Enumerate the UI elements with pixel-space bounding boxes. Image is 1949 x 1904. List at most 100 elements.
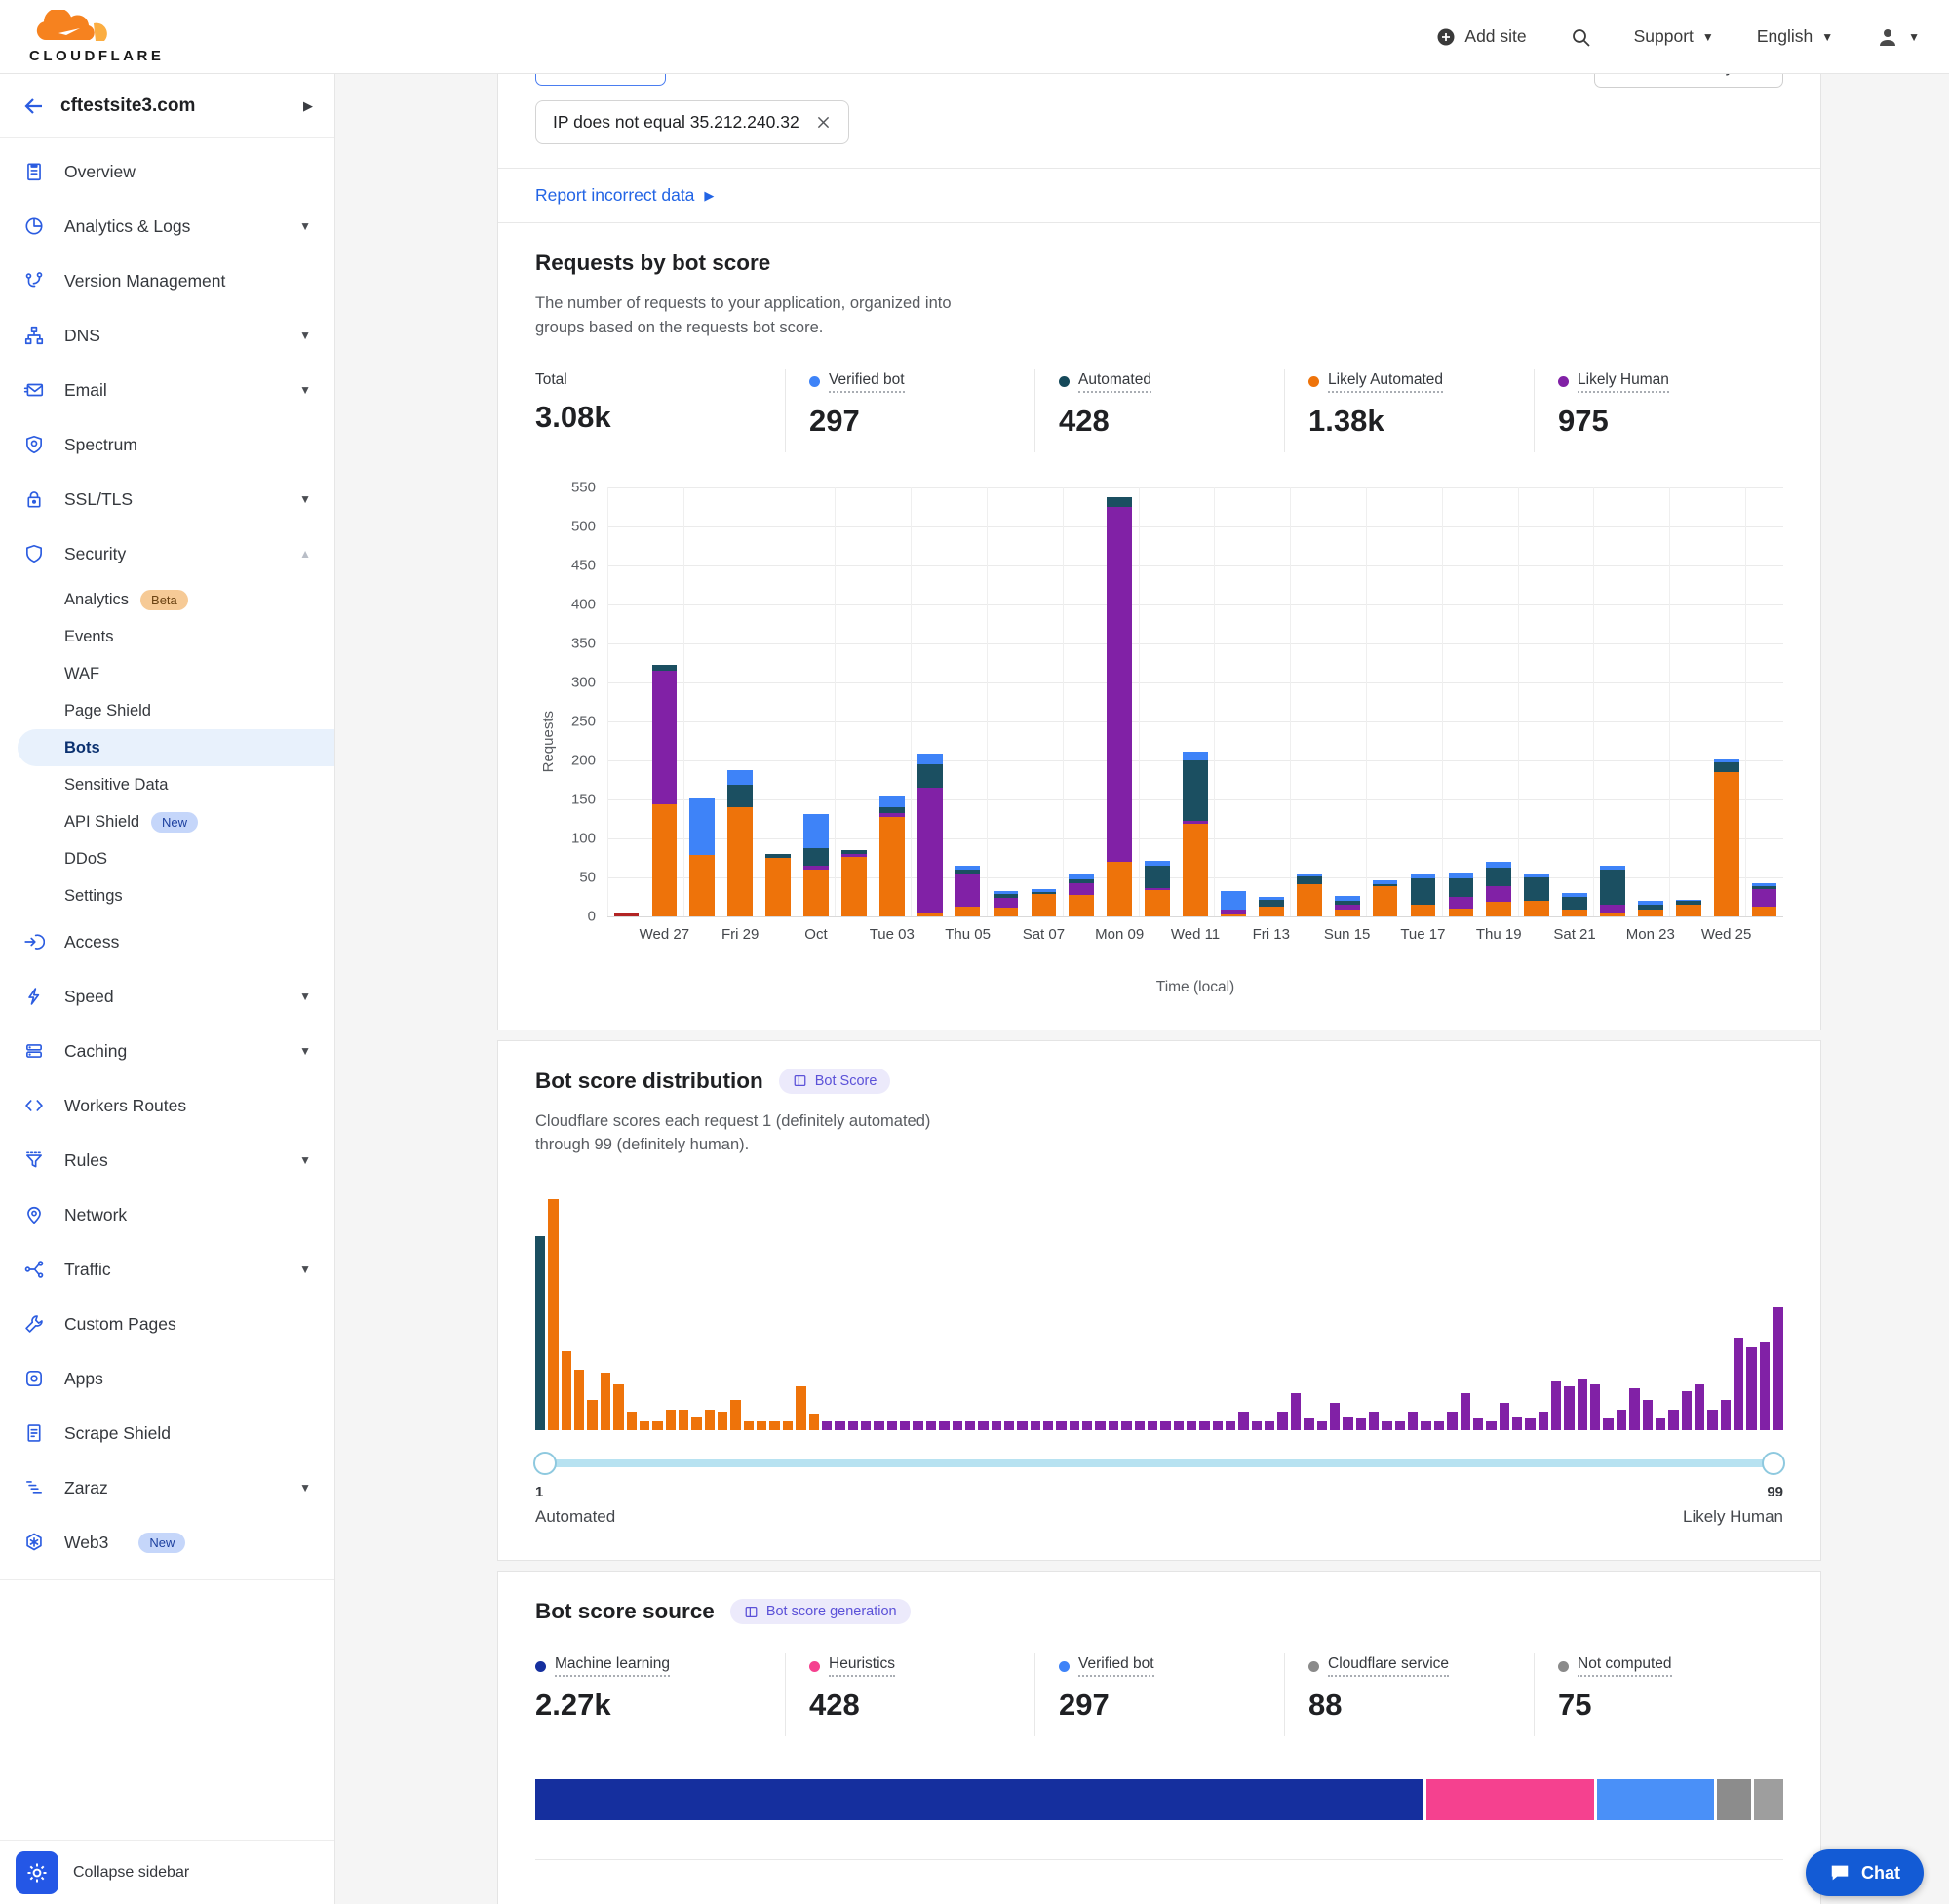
sidebar-item-apps[interactable]: Apps [0,1351,334,1406]
cloudflare-cloud-icon [36,10,107,41]
chevron-down-icon: ▼ [299,383,311,397]
hist-bin [796,1385,806,1430]
sidebar-subitem-api-shield[interactable]: API Shield New [0,803,334,840]
sidebar-item-access[interactable]: Access [0,914,334,969]
stat-label[interactable]: Machine learning [535,1655,671,1677]
sidebar-item-version-management[interactable]: Version Management [0,253,334,308]
y-tick-label: 550 [570,479,596,495]
x-tick-label: Wed 25 [1700,925,1752,943]
stat-label[interactable]: Not computed [1558,1655,1672,1677]
score-range-slider [533,1452,1785,1475]
stat-heuristics: Heuristics 428 [785,1653,1034,1736]
bar-segment-automated [1486,867,1512,887]
bar-segment-likely_human [1069,882,1095,895]
sidebar-item-security[interactable]: Security ▲ [0,526,334,581]
stat-label[interactable]: Heuristics [809,1655,896,1677]
slider-handle-min[interactable] [533,1452,557,1475]
sidebar-item-dns[interactable]: DNS ▼ [0,308,334,363]
legend-dot [1558,376,1569,387]
sidebar-item-zaraz[interactable]: Zaraz ▼ [0,1460,334,1515]
stacked-bar [878,795,905,916]
sidebar-item-label: Analytics & Logs [64,215,191,236]
top-header: CLOUDFLARE Add site Support ▼ English ▼ … [0,0,1949,74]
bar-segment-automated [1296,875,1322,884]
sidebar-subitem-events[interactable]: Events [0,618,334,655]
hist-bin [939,1420,950,1430]
bar-slot [1669,899,1707,916]
back-arrow-icon[interactable] [21,95,45,118]
sidebar-subitem-page-shield[interactable]: Page Shield [0,692,334,729]
sidebar-item-caching[interactable]: Caching ▼ [0,1024,334,1078]
remove-filter-icon[interactable] [815,114,832,131]
sidebar-item-spectrum[interactable]: Spectrum [0,417,334,472]
search-icon [1570,26,1591,48]
source-segment-cloudflare-service [1716,1779,1751,1820]
add-site-button[interactable]: Add site [1436,26,1527,47]
bot-score-badge[interactable]: Bot Score [778,1068,891,1094]
sidebar-item-overview[interactable]: Overview [0,144,334,199]
sidebar-subitem-ddos[interactable]: DDoS [0,840,334,877]
gridline [1138,486,1140,916]
sidebar-subitem-analytics[interactable]: Analytics Beta [0,581,334,618]
legend-dot [1059,376,1070,387]
sidebar-subitem-bots[interactable]: Bots [18,729,334,766]
chevron-right-icon[interactable]: ▶ [303,97,313,113]
support-menu[interactable]: Support ▼ [1634,26,1714,47]
x-tick-label: Wed 11 [1170,925,1221,943]
report-incorrect-data-link[interactable]: Report incorrect data ▶ [535,185,714,206]
filter-chip[interactable]: IP does not equal 35.212.240.32 [535,100,849,144]
slider-track[interactable] [539,1459,1779,1467]
hist-bin [821,1420,833,1430]
hist-bin [1173,1420,1184,1430]
account-menu[interactable]: ▼ [1876,25,1920,49]
sidebar-item-rules[interactable]: Rules ▼ [0,1133,334,1187]
site-name[interactable]: cftestsite3.com [60,95,196,116]
shield-icon [23,543,46,564]
stat-label[interactable]: Cloudflare service [1308,1655,1450,1677]
sidebar-item-email[interactable]: Email ▼ [0,363,334,417]
hist-bin [1355,1418,1366,1430]
sidebar-item-web3[interactable]: Web3 New [0,1515,334,1570]
hist-bin [925,1420,937,1430]
cloudflare-logo[interactable]: CLOUDFLARE [29,10,164,63]
bar-segment-likely_human [1107,506,1133,862]
bar-segment-verified_bot [1600,865,1625,870]
sidebar-item-traffic[interactable]: Traffic ▼ [0,1242,334,1297]
sidebar-subitem-waf[interactable]: WAF [0,655,334,692]
source-stacked-bar [535,1779,1783,1820]
chat-button[interactable]: Chat [1806,1849,1924,1896]
sidebar-item-ssl-tls[interactable]: SSL/TLS ▼ [0,472,334,526]
sidebar-item-scrape-shield[interactable]: Scrape Shield [0,1406,334,1460]
requests-by-bot-score-section: Requests by bot score The number of requ… [498,223,1820,1030]
hist-bin [691,1416,702,1430]
sidebar-subitem-sensitive-data[interactable]: Sensitive Data [0,766,334,803]
quick-settings-button[interactable] [16,1850,58,1894]
stat-label[interactable]: Verified bot [1059,1655,1154,1677]
user-icon [1876,25,1899,49]
stacked-bar [1524,874,1550,916]
stat-label[interactable]: Likely Automated [1308,371,1444,393]
search-button[interactable] [1570,26,1591,48]
pin-icon [23,1204,46,1225]
stat-likely-human: Likely Human 975 [1534,369,1783,452]
stacked-bar [689,797,716,916]
stat-label[interactable]: Verified bot [809,371,905,393]
hist-bin [1290,1393,1302,1430]
collapse-sidebar-label[interactable]: Collapse sidebar [73,1863,190,1881]
sidebar-subitem-settings[interactable]: Settings [0,877,334,914]
slider-max-value: 99 [1767,1484,1783,1500]
sidebar-item-custom-pages[interactable]: Custom Pages [0,1297,334,1351]
stat-label-text: Cloudflare service [1328,1655,1450,1677]
sidebar-item-network[interactable]: Network [0,1187,334,1242]
y-tick-label: 50 [579,869,596,885]
stat-label[interactable]: Likely Human [1558,371,1669,393]
hist-bin [978,1420,989,1430]
stat-label[interactable]: Automated [1059,371,1151,393]
sidebar-item-speed[interactable]: Speed ▼ [0,969,334,1024]
sidebar-item-analytics-logs[interactable]: Analytics & Logs ▼ [0,199,334,253]
slider-handle-max[interactable] [1762,1452,1785,1475]
bot-score-generation-badge[interactable]: Bot score generation [729,1599,911,1624]
stacked-bar [916,754,943,916]
language-menu[interactable]: English ▼ [1757,26,1833,47]
sidebar-item-workers-routes[interactable]: Workers Routes [0,1078,334,1133]
